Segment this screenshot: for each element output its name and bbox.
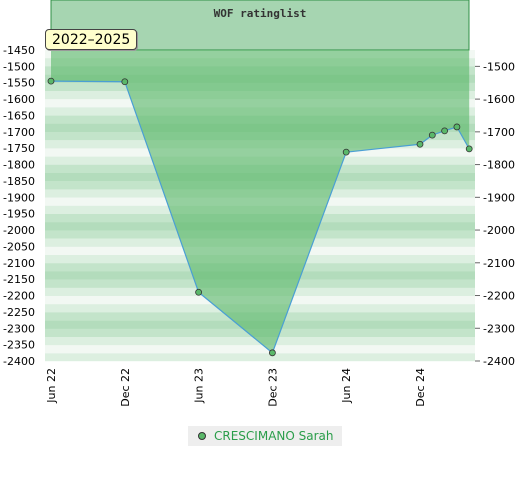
series-area (51, 50, 470, 353)
x-tick-label: Jun 22 (45, 368, 58, 404)
data-point[interactable] (342, 148, 350, 156)
x-tick-label: Dec 22 (119, 368, 132, 407)
y-tick-label-left: -1500 (3, 60, 35, 73)
x-tick-label: Jun 24 (340, 368, 353, 404)
y-tick-label-right: -2400 (483, 355, 515, 368)
data-marks (47, 77, 473, 357)
y-tick-label-left: -2350 (3, 339, 35, 352)
chart-title: WOF ratinglist (214, 7, 307, 20)
y-axis-left: -1450 -1500 -1550 -1600 -1650 -1700 -1750 -1800… (3, 44, 35, 368)
legend[interactable]: CRESCIMANO Sarah (188, 426, 342, 446)
y-tick-label-left: -1650 (3, 109, 35, 122)
data-point[interactable] (121, 78, 129, 86)
y-tick-label-right: -2100 (483, 257, 515, 270)
y-tick-label-left: -1850 (3, 175, 35, 188)
y-tick-label-right: -2000 (483, 224, 515, 237)
series-line (50, 80, 470, 354)
y-tick-label-left: -1700 (3, 126, 35, 139)
data-point[interactable] (268, 349, 276, 357)
y-tick-label-left: -1950 (3, 208, 35, 221)
x-tick-label: Dec 24 (414, 368, 427, 407)
data-point[interactable] (416, 140, 424, 148)
y-tick-label-right: -1900 (483, 191, 515, 204)
y-axis-right: -1500 -1600 -1700 -1800 -1900 -2000 -2100 -2200… (475, 60, 515, 368)
band (45, 345, 475, 354)
y-tick-label-left: -1900 (3, 191, 35, 204)
data-point[interactable] (428, 131, 436, 139)
y-tick-label-left: -1750 (3, 142, 35, 155)
y-tick-label-left: -1600 (3, 93, 35, 106)
data-point[interactable] (441, 127, 449, 135)
y-tick-label-right: -1600 (483, 93, 515, 106)
legend-label: CRESCIMANO Sarah (214, 429, 334, 443)
y-tick-label-right: -1500 (483, 60, 515, 73)
data-point[interactable] (465, 145, 473, 153)
y-tick-label-left: -2250 (3, 306, 35, 319)
x-tick-label: Jun 23 (193, 368, 206, 404)
y-tick-label-right: -1800 (483, 159, 515, 172)
area-layer (51, 50, 470, 353)
period-badge: 2022–2025 (45, 29, 138, 50)
y-tick-label-left: -1550 (3, 77, 35, 90)
data-point[interactable] (453, 123, 461, 131)
x-tick-label: Dec 23 (266, 368, 279, 407)
band (45, 353, 475, 362)
data-point[interactable] (47, 77, 55, 85)
y-tick-label-right: -2300 (483, 322, 515, 335)
y-tick-label-left: -2050 (3, 240, 35, 253)
x-axis: Jun 22 Dec 22 Jun 23 Dec 23 Jun 24 Dec 24 (45, 368, 427, 407)
y-tick-label-left: -2100 (3, 257, 35, 270)
y-tick-label-left: -1800 (3, 159, 35, 172)
y-tick-label-left: -2300 (3, 322, 35, 335)
y-tick-label-left: -1450 (3, 44, 35, 57)
y-tick-label-left: -2000 (3, 224, 35, 237)
y-tick-label-left: -2150 (3, 273, 35, 286)
y-tick-label-left: -2400 (3, 355, 35, 368)
data-point[interactable] (195, 288, 203, 296)
y-tick-label-right: -2200 (483, 290, 515, 303)
legend-marker-icon (198, 432, 206, 440)
y-tick-label-right: -1700 (483, 126, 515, 139)
y-tick-label-left: -2200 (3, 290, 35, 303)
